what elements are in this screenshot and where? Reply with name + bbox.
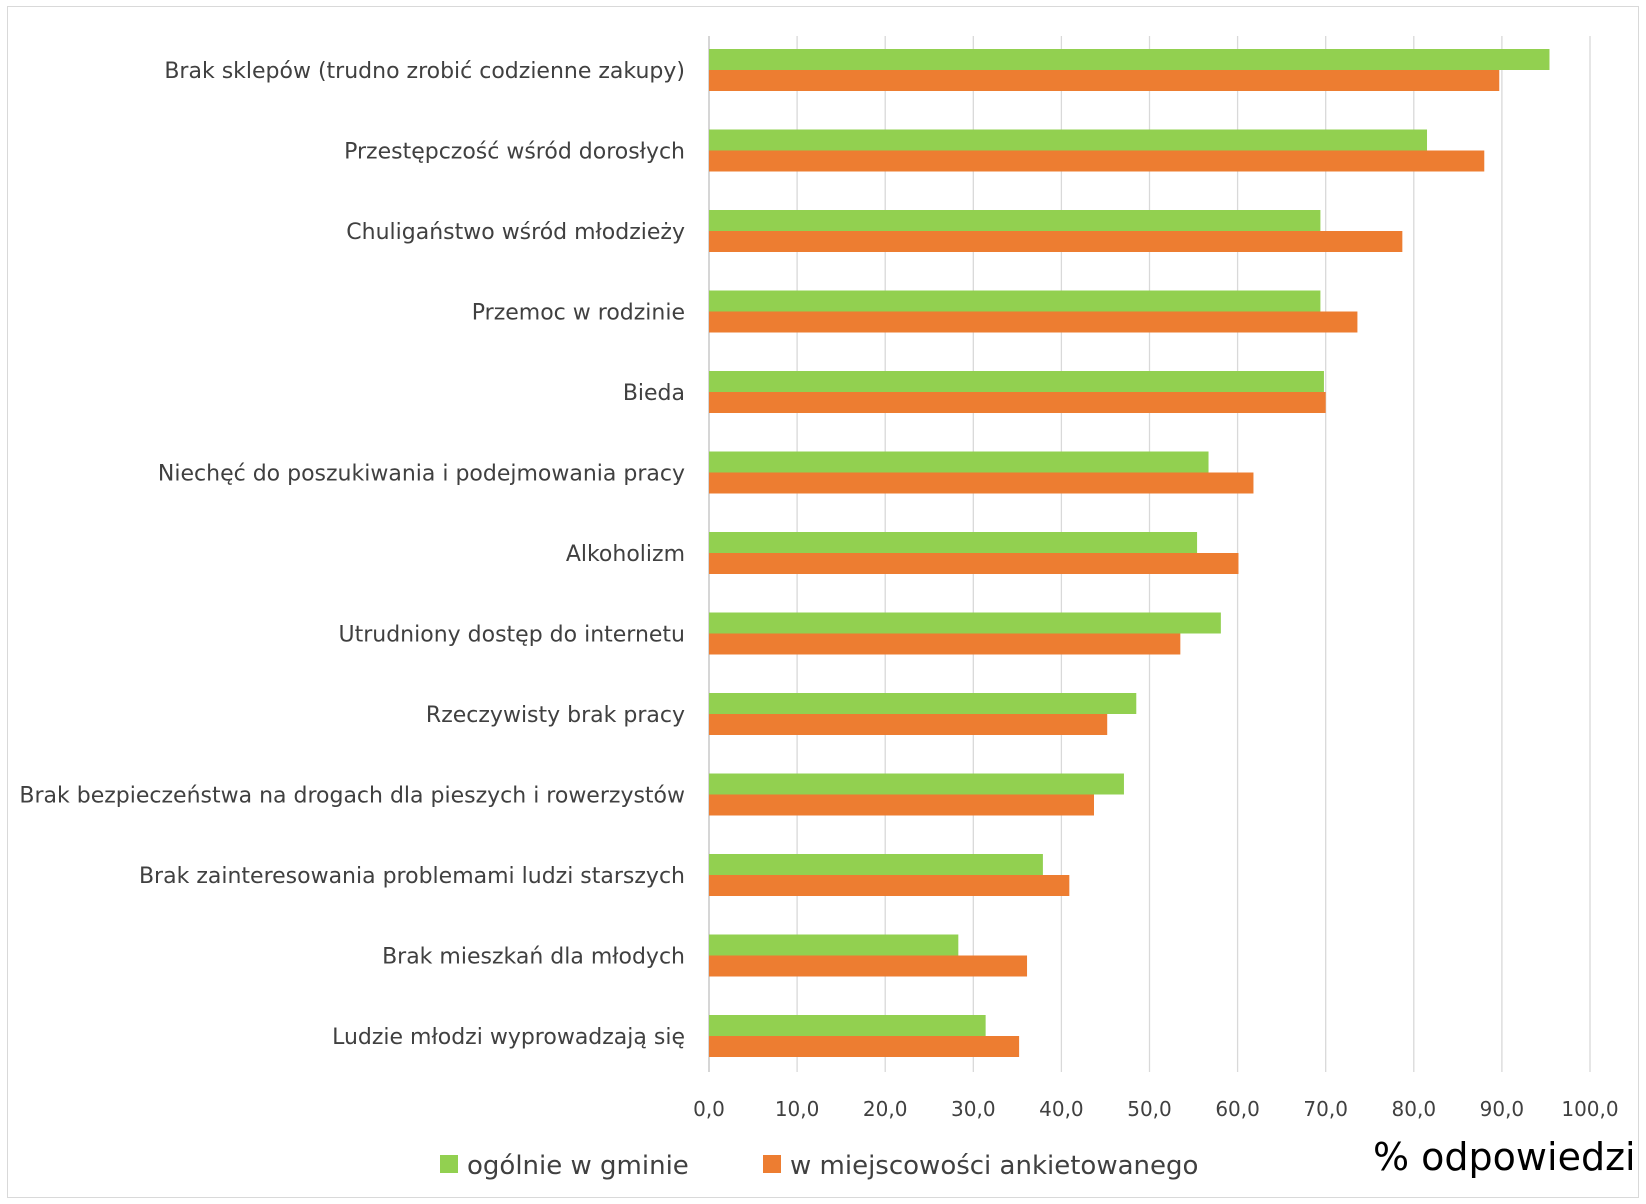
category-label: Utrudniony dostęp do internetu (339, 623, 686, 648)
x-tick-label: 40,0 (1039, 1097, 1084, 1121)
category-label: Brak zainteresowania problemami ludzi st… (139, 864, 685, 889)
bar-ogolnie-w-gminie (709, 693, 1137, 714)
category-label: Brak bezpieczeństwa na drogach dla piesz… (19, 784, 685, 809)
bar-w-miejscowosci-ankietowanego (709, 633, 1181, 655)
legend-label-ogolnie-w-gminie: ogólnie w gminie (467, 1151, 689, 1181)
bar-ogolnie-w-gminie (709, 210, 1321, 231)
legend-label-w-miejscowosci-ankietowanego: w miejscowości ankietowanego (790, 1151, 1198, 1181)
bar-ogolnie-w-gminie (709, 290, 1321, 312)
bar-w-miejscowosci-ankietowanego (709, 472, 1254, 494)
category-label: Alkoholizm (566, 542, 685, 567)
x-tick-label: 50,0 (1127, 1097, 1172, 1121)
bar-w-miejscowosci-ankietowanego (709, 392, 1326, 413)
bar-w-miejscowosci-ankietowanego (709, 875, 1070, 896)
bar-ogolnie-w-gminie (709, 532, 1198, 553)
x-tick-label: 60,0 (1215, 1097, 1260, 1121)
gridlines (708, 36, 1591, 1072)
x-axis-unit-label: % odpowiedzi (1373, 1135, 1636, 1179)
x-tick-label: 30,0 (951, 1097, 996, 1121)
x-tick-label: 100,0 (1561, 1097, 1618, 1121)
x-tick-label: 90,0 (1480, 1097, 1525, 1121)
category-label: Przestępczość wśród dorosłych (344, 140, 685, 165)
x-tick-labels: 0,0 10,0 20,0 30,0 40,0 50,0 60,0 70,0 80,0 90,0 1… (693, 1097, 1619, 1121)
bar-w-miejscowosci-ankietowanego (709, 231, 1403, 252)
bar-ogolnie-w-gminie (709, 854, 1043, 875)
bar-w-miejscowosci-ankietowanego (709, 1036, 1020, 1057)
bar-w-miejscowosci-ankietowanego (709, 794, 1094, 816)
x-tick-label: 70,0 (1303, 1097, 1348, 1121)
x-tick-label: 0,0 (693, 1097, 725, 1121)
category-label: Brak mieszkań dla młodych (382, 945, 685, 970)
bar-ogolnie-w-gminie (709, 612, 1221, 634)
bars (709, 49, 1550, 1057)
chart-frame (7, 6, 1639, 1198)
x-tick-label: 80,0 (1392, 1097, 1437, 1121)
bar-ogolnie-w-gminie (709, 49, 1550, 70)
category-label: Bieda (623, 381, 685, 406)
x-tick-label: 10,0 (775, 1097, 820, 1121)
bar-ogolnie-w-gminie (709, 129, 1428, 151)
legend: ogólnie w gminie w miejscowości ankietow… (440, 1151, 1198, 1181)
category-label: Brak sklepów (trudno zrobić codzienne za… (164, 59, 685, 84)
category-label: Ludzie młodzi wyprowadzają się (332, 1025, 685, 1050)
bar-ogolnie-w-gminie (709, 451, 1209, 473)
bar-ogolnie-w-gminie (709, 934, 959, 956)
bar-ogolnie-w-gminie (709, 371, 1324, 392)
bar-w-miejscowosci-ankietowanego (709, 553, 1239, 574)
bar-w-miejscowosci-ankietowanego (709, 955, 1028, 977)
category-label: Rzeczywisty brak pracy (426, 703, 685, 728)
legend-swatch-w-miejscowosci-ankietowanego (763, 1155, 781, 1173)
category-labels: Brak sklepów (trudno zrobić codzienne za… (19, 59, 685, 1050)
bar-ogolnie-w-gminie (709, 1015, 986, 1036)
bar-w-miejscowosci-ankietowanego (709, 70, 1500, 91)
category-label: Chuligaństwo wśród młodzieży (346, 220, 685, 245)
bar-w-miejscowosci-ankietowanego (709, 714, 1108, 735)
category-label: Przemoc w rodzinie (472, 301, 685, 326)
bar-w-miejscowosci-ankietowanego (709, 311, 1358, 333)
bar-ogolnie-w-gminie (709, 773, 1124, 795)
x-tick-label: 20,0 (863, 1097, 908, 1121)
category-label: Niechęć do poszukiwania i podejmowania p… (158, 462, 685, 487)
legend-swatch-ogolnie-w-gminie (440, 1155, 458, 1173)
bar-w-miejscowosci-ankietowanego (709, 150, 1485, 172)
